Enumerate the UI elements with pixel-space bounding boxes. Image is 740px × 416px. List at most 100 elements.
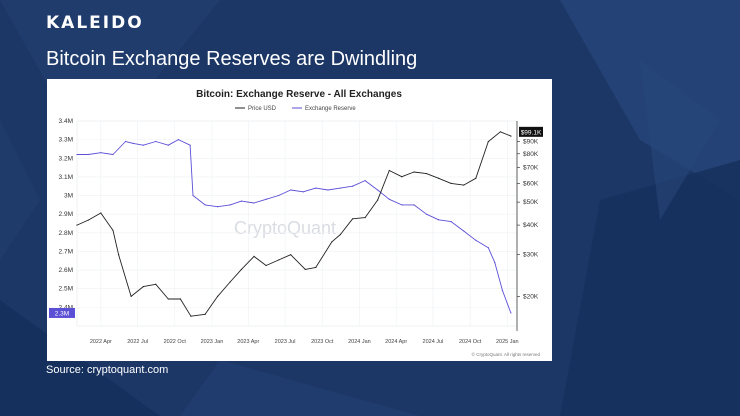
exchange-reserve-line-point — [177, 139, 180, 141]
x-tick-label: 2022 Oct — [164, 339, 187, 345]
source-caption: Source: cryptoquant.com — [46, 364, 169, 376]
exchange-reserve-line-point — [192, 194, 194, 197]
exchange-reserve-line-point — [315, 187, 317, 189]
x-tick-label: 2023 Jul — [275, 339, 296, 345]
exchange-reserve-line-point — [132, 142, 134, 144]
exchange-reserve-line-point — [87, 153, 89, 156]
exchange-reserve-line-point — [339, 187, 342, 189]
exchange-reserve-line-point — [425, 213, 428, 215]
price-usd-line-point — [253, 255, 255, 258]
price-usd-line-point — [87, 219, 89, 221]
x-tick-label: 2024 Apr — [385, 339, 407, 345]
price-usd-line-point — [76, 224, 78, 226]
y-right-tick-label: $40K — [523, 222, 539, 229]
y-right-tick-label: $50K — [523, 199, 539, 206]
exchange-reserve-line-point — [155, 140, 157, 143]
price-badge — [519, 126, 543, 137]
price-usd-line-point — [130, 295, 132, 298]
y-right-tick-label: $60K — [523, 180, 539, 187]
price-usd-line-point — [278, 259, 280, 261]
exchange-reserve-line-point — [253, 202, 255, 204]
exchange-reserve-line-point — [100, 152, 102, 154]
y-left-tick-label: 2.4M — [59, 304, 73, 311]
price-usd-line-point — [364, 217, 366, 219]
exchange-reserve-line-point — [413, 204, 415, 206]
legend-price-label: Price USD — [248, 106, 277, 112]
exchange-reserve-line-point — [112, 153, 114, 156]
y-right-tick-label: $90K — [523, 139, 539, 146]
reserve-badge — [49, 307, 75, 318]
price-badge-label: $99.1K — [521, 129, 542, 136]
price-usd-line-point — [229, 281, 231, 283]
exchange-reserve-line-point — [76, 153, 78, 156]
price-usd-line-point — [142, 285, 144, 288]
x-tick-label: 2024 Jan — [348, 339, 371, 345]
copyright-note: © CryptoQuant. All rights reserved — [472, 351, 541, 357]
y-left-tick-label: 2.7M — [59, 248, 73, 255]
x-tick-label: 2023 Oct — [311, 339, 334, 345]
price-usd-line-point — [190, 315, 192, 317]
badges: $99.1K 2.3M — [49, 126, 543, 318]
price-usd-line-point — [100, 212, 102, 214]
y-left-tick-label: 3.2M — [59, 155, 73, 162]
legend-reserve-label: Exchange Reserve — [305, 106, 356, 112]
exchange-reserve-line-point — [290, 189, 292, 191]
price-usd-line-point — [339, 233, 342, 236]
price-usd-line-point — [499, 131, 502, 133]
price-usd-line-point — [351, 218, 354, 220]
axes: 3.4M 3.3M 3.2M 3.1M 3M 2.9M 2.8M 2.7M 2.6M 2.5M 2.… — [59, 118, 539, 345]
price-usd-line-point — [240, 268, 243, 271]
price-usd-line-point — [475, 177, 477, 179]
price-usd-line-point — [487, 141, 489, 143]
y-right-tick-label: $30K — [523, 252, 539, 259]
price-usd-line-point — [510, 135, 512, 137]
price-usd-line-point — [304, 268, 306, 271]
exchange-reserve-line-point — [475, 239, 477, 241]
exchange-reserve-line-point — [167, 144, 169, 146]
y-left-tick-label: 2.5M — [59, 286, 73, 293]
exchange-reserve-line-point — [364, 180, 366, 182]
price-usd-line-point — [413, 171, 415, 173]
price-usd-line-point — [450, 182, 452, 184]
exchange-reserve-line-point — [450, 221, 452, 223]
legend: Price USD Exchange Reserve — [235, 106, 356, 112]
exchange-reserve-line-point — [124, 140, 127, 143]
x-tick-label: 2022 Jul — [127, 339, 148, 345]
exchange-reserve-line-point — [142, 144, 144, 146]
y-left-tick-label: 2.6M — [59, 267, 73, 274]
price-usd-line-point — [167, 298, 169, 300]
x-tick-label: 2024 Jul — [423, 339, 444, 345]
y-left-tick-label: 3M — [64, 193, 73, 200]
exchange-reserve-line-point — [189, 144, 191, 146]
exchange-reserve-line-point — [438, 219, 440, 221]
exchange-reserve-line-point — [463, 230, 465, 232]
price-usd-line-point — [155, 283, 157, 285]
price-usd-line-point — [463, 184, 465, 186]
y-right-tick-label: $70K — [523, 165, 539, 172]
exchange-reserve-line-point — [487, 247, 489, 249]
price-usd-line-point — [265, 264, 267, 267]
y-right-tick-label: $80K — [523, 151, 539, 158]
price-usd-line-point — [388, 169, 390, 172]
series-layer — [76, 131, 512, 317]
exchange-reserve-line-point — [388, 198, 390, 200]
price-usd-line-point — [204, 313, 206, 315]
exchange-reserve-line-point — [204, 204, 206, 206]
price-usd-line-point — [118, 254, 120, 256]
price-usd-line-point — [401, 176, 403, 178]
x-tick-label: 2023 Apr — [237, 339, 259, 345]
price-usd-line-point — [315, 266, 317, 269]
exchange-reserve-line-point — [501, 289, 504, 292]
price-usd-line-point — [290, 254, 292, 256]
price-usd-line-point — [179, 298, 182, 300]
exchange-reserve-line-point — [229, 204, 231, 206]
exchange-reserve-line-point — [377, 189, 379, 191]
price-usd-line-point — [112, 229, 114, 231]
exchange-reserve-line-point — [494, 262, 496, 264]
price-usd-line-point — [377, 199, 379, 201]
chart-card: Bitcoin: Exchange Reserve - All Exchange… — [47, 79, 552, 361]
y-left-tick-label: 3.4M — [59, 118, 73, 125]
y-left-tick-label: 3.1M — [59, 174, 73, 181]
x-tick-label: 2025 Jan — [496, 339, 519, 345]
price-usd-line-point — [331, 241, 333, 243]
